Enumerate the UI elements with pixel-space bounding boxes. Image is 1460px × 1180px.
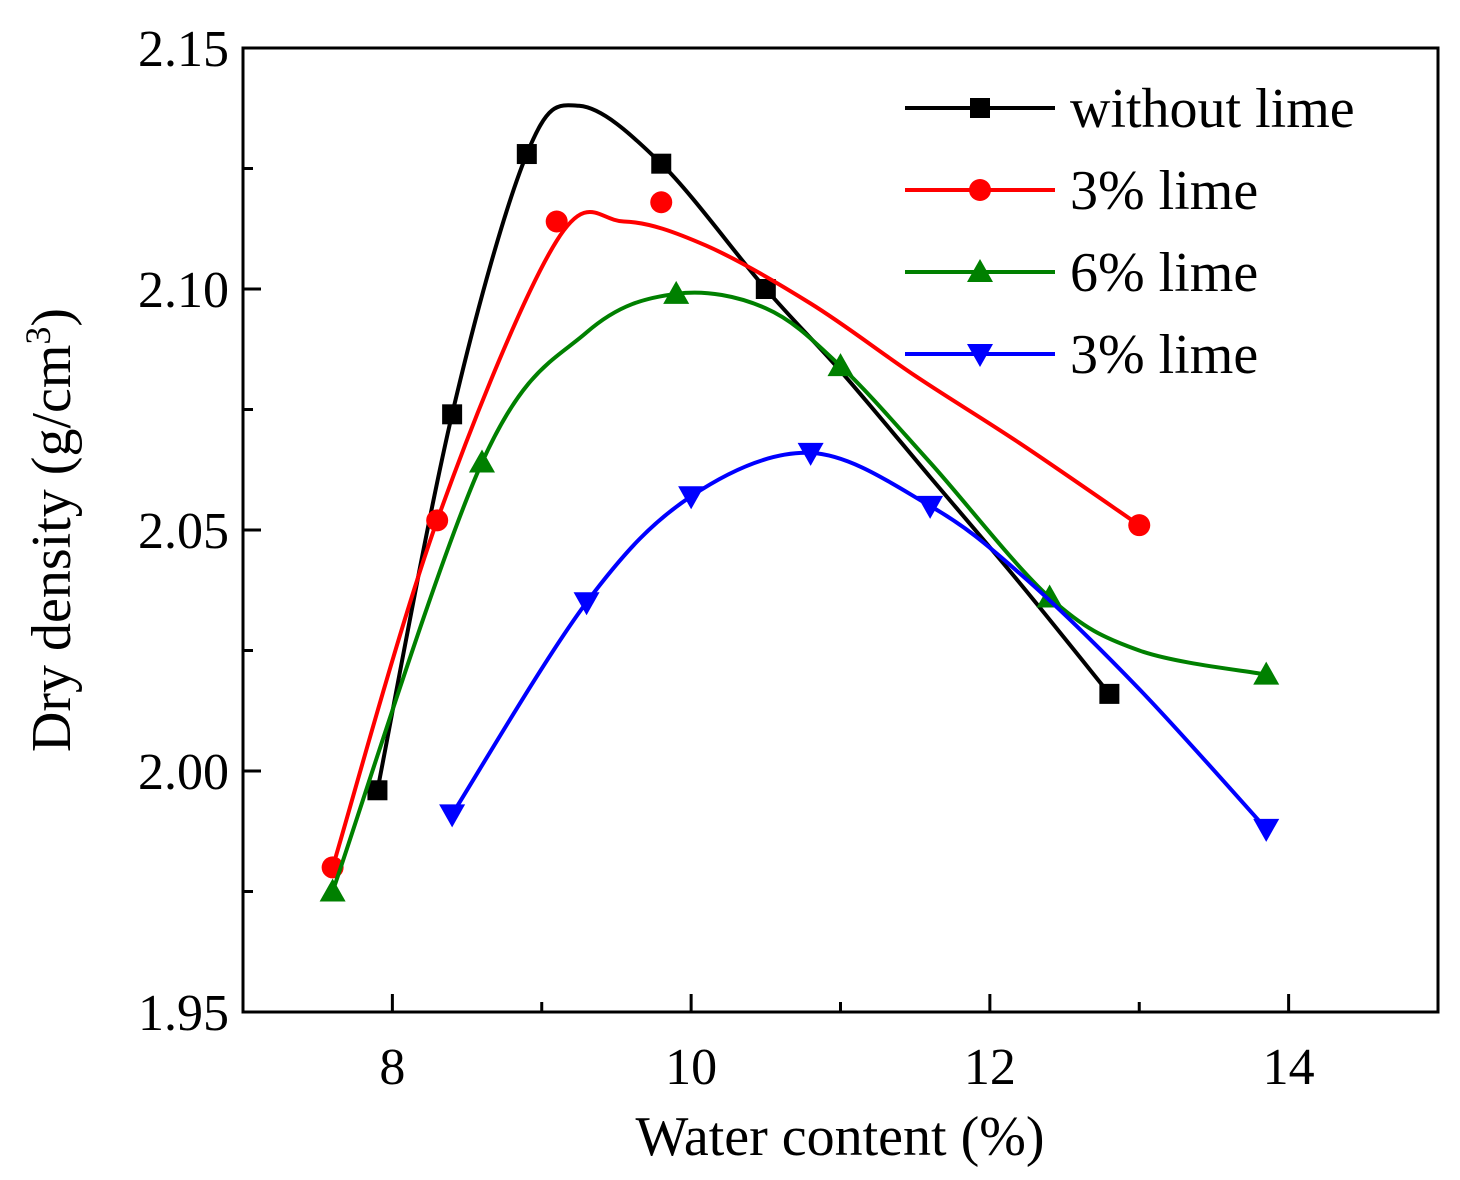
legend-label-1: without lime <box>1070 78 1355 140</box>
data-point-s2-5 <box>1128 514 1151 537</box>
data-point-s3-3 <box>663 280 690 304</box>
data-point-s1-2 <box>442 404 463 425</box>
legend-entry-1: without lime <box>905 78 1355 140</box>
data-point-s3-4 <box>827 353 854 377</box>
series-line-2 <box>330 210 1142 870</box>
data-point-s3-5 <box>1036 584 1063 608</box>
plot-frame <box>241 46 1440 1014</box>
data-point-s2-3 <box>545 210 568 233</box>
x-tick-label-14: 14 <box>1263 1039 1315 1096</box>
data-point-s4-2 <box>573 592 600 616</box>
data-point-s4-6 <box>1253 818 1280 842</box>
data-point-s1-5 <box>755 279 776 299</box>
series-4-3-lime <box>439 442 1280 842</box>
y-tick-label-1-95: 1.95 <box>138 985 229 1042</box>
data-point-s4-1 <box>439 804 466 828</box>
data-point-s1-6 <box>1099 683 1120 704</box>
data-point-s3-1 <box>319 878 346 902</box>
data-point-s4-3 <box>678 486 705 510</box>
y-axis-title-close: ) <box>21 308 83 327</box>
legend: without lime 3% lime 6% lime 3% lime <box>905 78 1355 386</box>
data-point-s4-5 <box>917 495 944 519</box>
data-point-s1-3 <box>516 144 537 165</box>
series-3-6-lime <box>319 280 1280 902</box>
x-tick-label-10: 10 <box>665 1039 717 1096</box>
legend-marker-1 <box>970 98 990 118</box>
y-tick-label-2-15: 2.15 <box>138 21 229 78</box>
data-point-s3-2 <box>469 449 495 473</box>
legend-marker-2 <box>969 179 991 201</box>
legend-entry-4: 3% lime <box>905 324 1258 386</box>
series-line-4 <box>450 450 1269 831</box>
y-tick-label-2-05: 2.05 <box>138 503 229 560</box>
tick-labels-layer: 8 10 12 14 1.95 2.00 2.05 2.10 2.15 <box>138 21 1315 1096</box>
data-point-s2-2 <box>426 509 449 532</box>
data-point-s1-4 <box>651 153 672 174</box>
x-axis-title: Water content (%) <box>635 1106 1044 1168</box>
x-tick-label-12: 12 <box>964 1039 1016 1096</box>
y-axis-title: Dry density (g/cm3) <box>18 308 83 752</box>
legend-entry-2: 3% lime <box>905 160 1258 222</box>
y-tick-label-2-00: 2.00 <box>138 744 229 801</box>
x-tick-label-8: 8 <box>379 1039 405 1096</box>
y-tick-label-2-10: 2.10 <box>138 262 229 319</box>
y-axis-title-superscript: 3 <box>18 327 58 345</box>
data-point-s1-1 <box>367 780 388 801</box>
series-layer <box>319 103 1280 902</box>
legend-label-4: 3% lime <box>1070 324 1258 386</box>
legend-marker-3 <box>967 259 993 282</box>
legend-label-2: 3% lime <box>1070 160 1258 222</box>
legend-entry-3: 6% lime <box>905 242 1258 304</box>
ticks-layer <box>243 46 1291 1014</box>
y-axis-title-main: Dry density (g/cm <box>21 345 83 752</box>
data-point-s4-4 <box>797 442 824 466</box>
legend-marker-4 <box>967 344 993 367</box>
legend-label-3: 6% lime <box>1070 242 1258 304</box>
series-1-without-lime <box>367 103 1120 801</box>
data-point-s3-6 <box>1253 661 1280 685</box>
series-2-3-lime <box>321 191 1151 879</box>
data-point-s2-4 <box>650 191 673 214</box>
